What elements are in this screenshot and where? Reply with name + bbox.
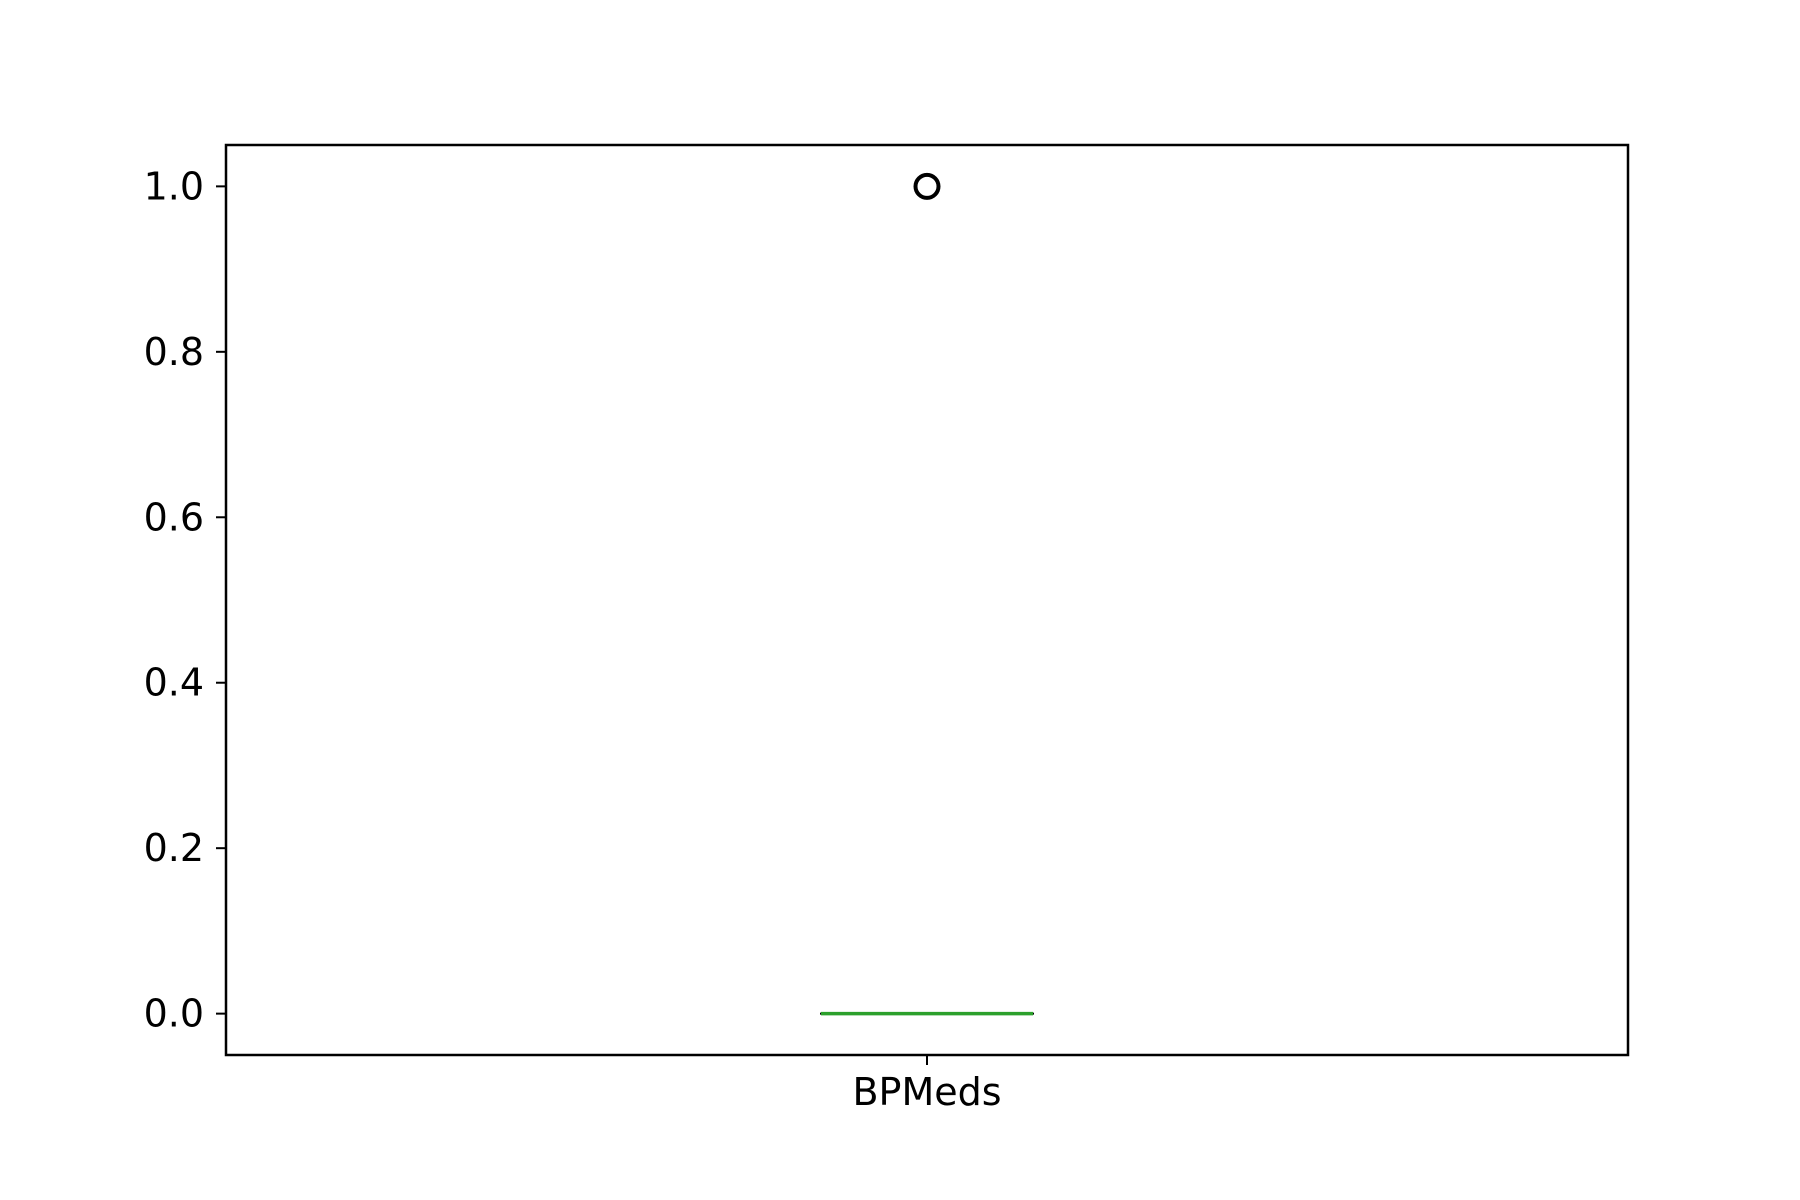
box-BPMeds xyxy=(820,172,1034,1016)
x-axis: BPMeds xyxy=(852,1055,1002,1114)
y-tick-label: 0.0 xyxy=(144,992,204,1036)
outlier-point xyxy=(913,172,941,200)
plot-marks xyxy=(820,172,1034,1016)
plot-frame xyxy=(224,143,1630,1057)
y-tick-label: 0.4 xyxy=(144,661,204,705)
y-tick-label: 0.8 xyxy=(144,330,204,374)
y-tick-label: 0.2 xyxy=(144,826,204,870)
y-tick-label: 1.0 xyxy=(144,164,204,208)
y-axis: 0.0 0.2 0.4 0.6 0.8 1.0 xyxy=(144,164,226,1036)
y-tick-label: 0.6 xyxy=(144,495,204,539)
x-tick-label: BPMeds xyxy=(852,1070,1001,1114)
